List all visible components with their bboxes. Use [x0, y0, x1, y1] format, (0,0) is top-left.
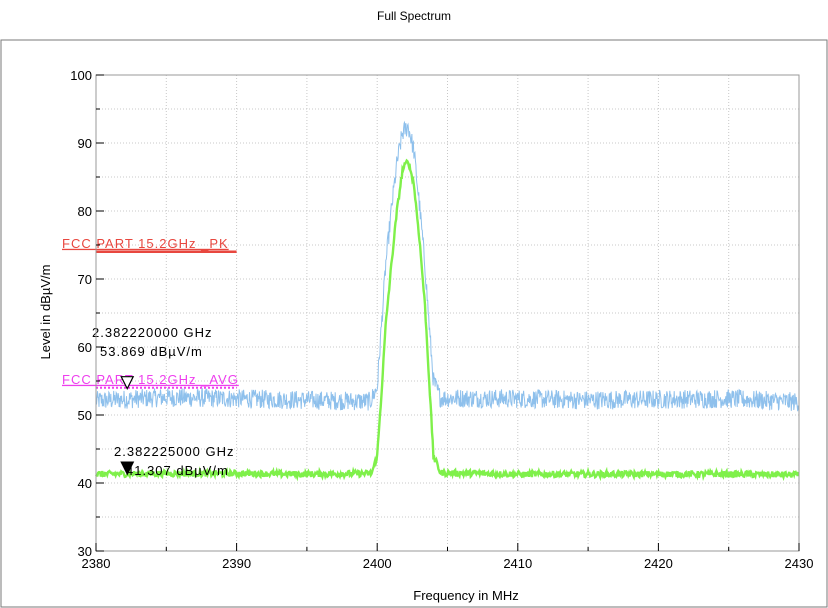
y-axis-label: Level in dBµV/m [38, 265, 53, 360]
x-tick-label: 2430 [785, 556, 814, 571]
limit-lines: FCC PART 15.2GHz _PK FCC PART 15.2GHz _AV… [62, 236, 239, 389]
limit-label-avg: FCC PART 15.2GHz _AVG [62, 372, 239, 387]
x-tick-label: 2420 [644, 556, 673, 571]
y-tick-label: 60 [78, 340, 92, 355]
markers: 2.382220000 GHz 53.869 dBµV/m 2.382225000 … [92, 325, 235, 478]
trace-peak [95, 120, 800, 412]
y-tick-label: 80 [78, 204, 92, 219]
x-tick-label: 2400 [363, 556, 392, 571]
marker-m1-icon [120, 376, 135, 391]
marker-m1-level: 53.869 dBµV/m [100, 344, 203, 359]
chart-title: Full Spectrum [377, 9, 451, 23]
marker-m2-level: 41.307 dBµV/m [126, 463, 229, 478]
marker-m2-freq: 2.382225000 GHz [114, 444, 235, 459]
x-tick-label: 2380 [82, 556, 111, 571]
x-axis-label: Frequency in MHz [413, 588, 518, 603]
x-tick-label: 2390 [222, 556, 251, 571]
marker-m2-icon [120, 461, 135, 476]
traces [94, 120, 800, 482]
y-tick-label: 50 [78, 408, 92, 423]
axes: 2380 2390 2400 2410 2420 2430 30 40 50 60 70 80 90 10… [70, 68, 813, 571]
marker-m1-freq: 2.382220000 GHz [92, 325, 213, 340]
limit-label-pk: FCC PART 15.2GHz _PK [62, 236, 229, 251]
y-tick-label: 40 [78, 476, 92, 491]
trace-average [94, 158, 800, 482]
x-tick-label: 2410 [503, 556, 532, 571]
y-tick-label: 30 [78, 544, 92, 559]
y-tick-label: 90 [78, 136, 92, 151]
y-tick-label: 70 [78, 272, 92, 287]
outer-frame [0, 39, 828, 608]
grid [95, 74, 800, 552]
y-tick-label: 100 [70, 68, 92, 83]
